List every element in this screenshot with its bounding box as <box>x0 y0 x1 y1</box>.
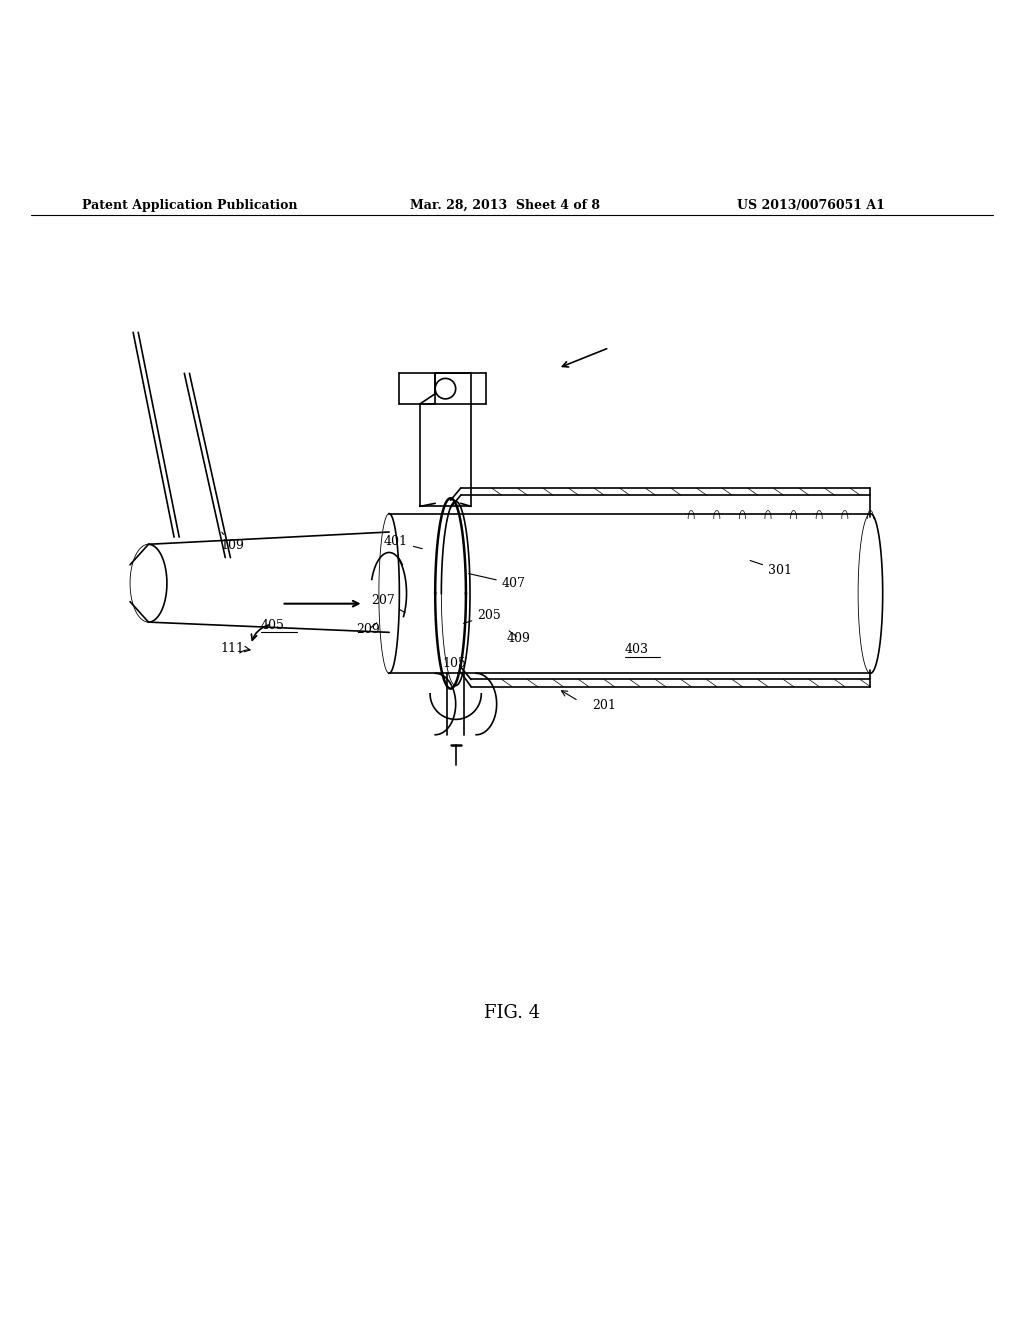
Text: 407: 407 <box>469 574 525 590</box>
Text: 403: 403 <box>625 643 648 656</box>
Text: 401: 401 <box>384 536 422 549</box>
Text: 111: 111 <box>220 642 244 655</box>
Text: 105: 105 <box>442 657 466 671</box>
Text: Patent Application Publication: Patent Application Publication <box>82 199 297 211</box>
Text: 109: 109 <box>220 532 244 552</box>
Text: 409: 409 <box>507 631 530 644</box>
Text: FIG. 4: FIG. 4 <box>484 1005 540 1022</box>
Text: 205: 205 <box>464 609 501 623</box>
Text: 201: 201 <box>592 700 615 713</box>
Text: 209: 209 <box>356 623 380 636</box>
Text: 207: 207 <box>371 594 406 612</box>
Text: 301: 301 <box>751 561 792 577</box>
Text: US 2013/0076051 A1: US 2013/0076051 A1 <box>737 199 885 211</box>
Text: Mar. 28, 2013  Sheet 4 of 8: Mar. 28, 2013 Sheet 4 of 8 <box>410 199 600 211</box>
Text: 405: 405 <box>261 619 285 632</box>
